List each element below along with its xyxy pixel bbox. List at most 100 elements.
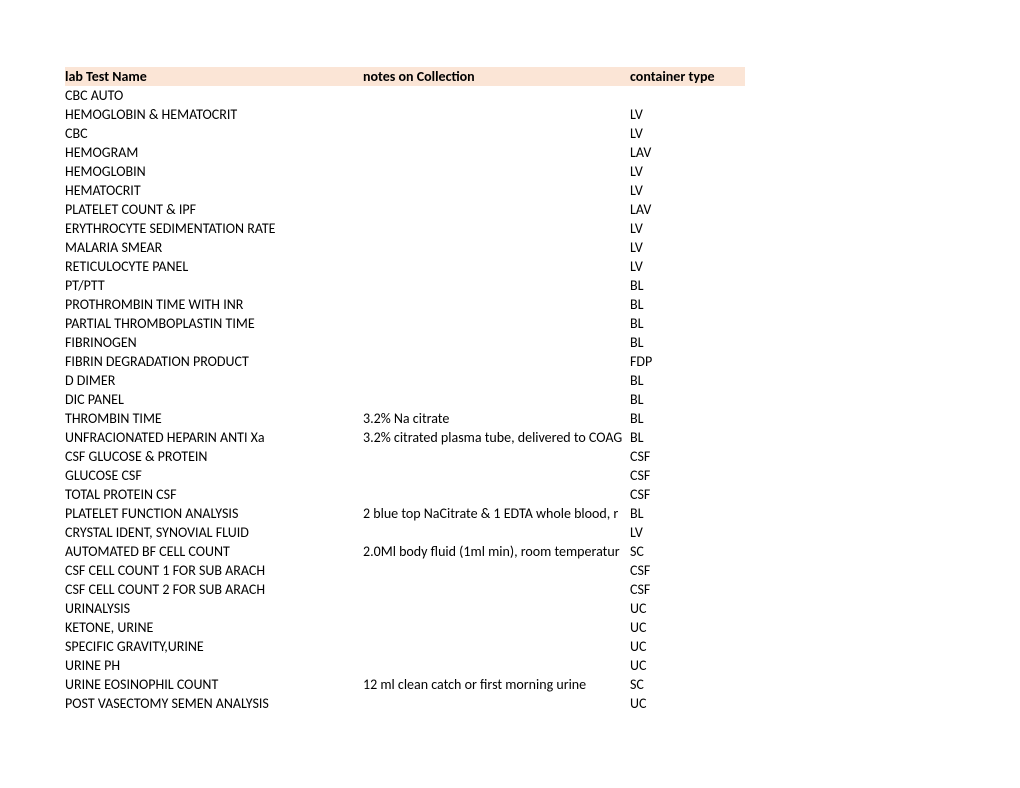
table-row: PLATELET COUNT & IPFLAV — [65, 200, 745, 219]
table-row: FIBRINOGENBL — [65, 333, 745, 352]
cell-notes — [363, 390, 630, 409]
cell-notes — [363, 200, 630, 219]
cell-container-type: LV — [630, 219, 745, 238]
cell-container-type: LV — [630, 124, 745, 143]
cell-lab-test-name: SPECIFIC GRAVITY,URINE — [65, 637, 363, 656]
cell-notes — [363, 561, 630, 580]
table-row: CSF GLUCOSE & PROTEIN CSF — [65, 447, 745, 466]
cell-container-type: BL — [630, 314, 745, 333]
cell-container-type: SC — [630, 542, 745, 561]
cell-container-type: BL — [630, 409, 745, 428]
cell-container-type: LV — [630, 162, 745, 181]
cell-notes — [363, 371, 630, 390]
table-row: CSF CELL COUNT 2 FOR SUB ARACHCSF — [65, 580, 745, 599]
cell-container-type: LAV — [630, 143, 745, 162]
cell-container-type: BL — [630, 390, 745, 409]
table-row: CBC AUTO — [65, 86, 745, 105]
cell-container-type: CSF — [630, 485, 745, 504]
table-row: PROTHROMBIN TIME WITH INRBL — [65, 295, 745, 314]
cell-container-type: LV — [630, 181, 745, 200]
cell-lab-test-name: URINE PH — [65, 656, 363, 675]
cell-container-type: CSF — [630, 580, 745, 599]
table-header-row: lab Test Name notes on Collection contai… — [65, 67, 745, 86]
cell-lab-test-name: ERYTHROCYTE SEDIMENTATION RATE — [65, 219, 363, 238]
cell-container-type: BL — [630, 333, 745, 352]
lab-test-table: lab Test Name notes on Collection contai… — [65, 67, 745, 713]
cell-lab-test-name: HEMOGLOBIN & HEMATOCRIT — [65, 105, 363, 124]
cell-lab-test-name: URINE EOSINOPHIL COUNT — [65, 675, 363, 694]
cell-lab-test-name: CRYSTAL IDENT, SYNOVIAL FLUID — [65, 523, 363, 542]
cell-lab-test-name: KETONE, URINE — [65, 618, 363, 637]
cell-container-type: LV — [630, 257, 745, 276]
cell-lab-test-name: POST VASECTOMY SEMEN ANALYSIS — [65, 694, 363, 713]
table-row: MALARIA SMEARLV — [65, 238, 745, 257]
cell-lab-test-name: FIBRIN DEGRADATION PRODUCT — [65, 352, 363, 371]
cell-notes — [363, 124, 630, 143]
column-header-name: lab Test Name — [65, 67, 363, 86]
cell-lab-test-name: CSF GLUCOSE & PROTEIN — [65, 447, 363, 466]
table-row: URINE PH UC — [65, 656, 745, 675]
cell-container-type: BL — [630, 276, 745, 295]
table-row: SPECIFIC GRAVITY,URINE UC — [65, 637, 745, 656]
cell-notes — [363, 447, 630, 466]
cell-container-type — [630, 86, 745, 105]
cell-container-type: UC — [630, 656, 745, 675]
table-row: DIC PANEL BL — [65, 390, 745, 409]
cell-container-type: UC — [630, 618, 745, 637]
table-row: D DIMERBL — [65, 371, 745, 390]
cell-lab-test-name: CSF CELL COUNT 1 FOR SUB ARACH — [65, 561, 363, 580]
cell-notes — [363, 466, 630, 485]
cell-lab-test-name: URINALYSIS — [65, 599, 363, 618]
cell-notes — [363, 162, 630, 181]
table-body: CBC AUTOHEMOGLOBIN & HEMATOCRITLVCBCLVHE… — [65, 86, 745, 713]
table-row: CBC LV — [65, 124, 745, 143]
cell-container-type: SC — [630, 675, 745, 694]
cell-notes — [363, 580, 630, 599]
cell-lab-test-name: D DIMER — [65, 371, 363, 390]
table-row: URINALYSIS UC — [65, 599, 745, 618]
cell-notes: 12 ml clean catch or first morning urine — [363, 675, 630, 694]
cell-container-type: LAV — [630, 200, 745, 219]
cell-lab-test-name: DIC PANEL — [65, 390, 363, 409]
cell-notes — [363, 276, 630, 295]
cell-container-type: UC — [630, 637, 745, 656]
cell-notes — [363, 238, 630, 257]
lab-test-table-container: lab Test Name notes on Collection contai… — [65, 67, 745, 713]
cell-notes: 2.0Ml body fluid (1ml min), room tempera… — [363, 542, 630, 561]
cell-container-type: UC — [630, 599, 745, 618]
cell-container-type: CSF — [630, 447, 745, 466]
table-row: CSF CELL COUNT 1 FOR SUB ARACH CSF — [65, 561, 745, 580]
cell-notes — [363, 86, 630, 105]
cell-lab-test-name: TOTAL PROTEIN CSF — [65, 485, 363, 504]
cell-notes: 3.2% citrated plasma tube, delivered to … — [363, 428, 630, 447]
cell-lab-test-name: GLUCOSE CSF — [65, 466, 363, 485]
table-row: THROMBIN TIME3.2% Na citrateBL — [65, 409, 745, 428]
table-row: ERYTHROCYTE SEDIMENTATION RATE LV — [65, 219, 745, 238]
cell-lab-test-name: PROTHROMBIN TIME WITH INR — [65, 295, 363, 314]
cell-container-type: CSF — [630, 561, 745, 580]
cell-container-type: LV — [630, 238, 745, 257]
table-row: KETONE, URINE UC — [65, 618, 745, 637]
table-row: PARTIAL THROMBOPLASTIN TIMEBL — [65, 314, 745, 333]
column-header-container: container type — [630, 67, 745, 86]
cell-notes: 3.2% Na citrate — [363, 409, 630, 428]
cell-lab-test-name: CBC — [65, 124, 363, 143]
cell-container-type: CSF — [630, 466, 745, 485]
cell-lab-test-name: PT/PTT — [65, 276, 363, 295]
cell-notes — [363, 333, 630, 352]
cell-notes — [363, 599, 630, 618]
cell-container-type: LV — [630, 523, 745, 542]
cell-lab-test-name: HEMOGLOBIN — [65, 162, 363, 181]
cell-notes: 2 blue top NaCitrate & 1 EDTA whole bloo… — [363, 504, 630, 523]
table-row: HEMATOCRITLV — [65, 181, 745, 200]
table-row: HEMOGLOBIN & HEMATOCRITLV — [65, 105, 745, 124]
table-row: FIBRIN DEGRADATION PRODUCTFDP — [65, 352, 745, 371]
cell-notes — [363, 181, 630, 200]
column-header-notes: notes on Collection — [363, 67, 630, 86]
cell-notes — [363, 694, 630, 713]
table-row: TOTAL PROTEIN CSF CSF — [65, 485, 745, 504]
cell-lab-test-name: RETICULOCYTE PANEL — [65, 257, 363, 276]
table-row: PLATELET FUNCTION ANALYSIS2 blue top NaC… — [65, 504, 745, 523]
cell-lab-test-name: UNFRACIONATED HEPARIN ANTI Xa — [65, 428, 363, 447]
cell-lab-test-name: HEMOGRAM — [65, 143, 363, 162]
